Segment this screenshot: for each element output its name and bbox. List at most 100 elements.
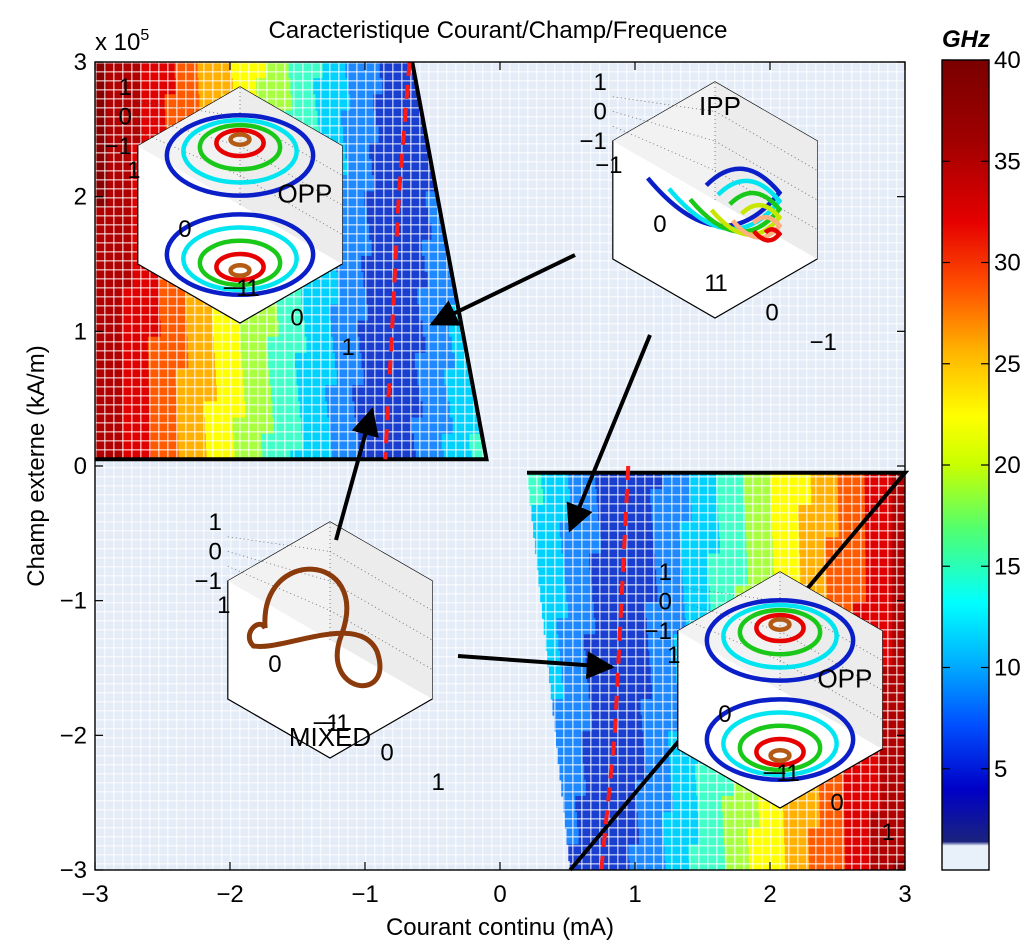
inset-trajectory (228, 132, 252, 147)
colorbar-tick-label: 20 (994, 452, 1021, 479)
magnetization-insets: 10−110−1−101OPP10−1−10110−1IPP10−110−1−1… (104, 69, 894, 846)
x-tick-label: 3 (898, 881, 911, 908)
y-tick-label: 0 (74, 453, 87, 480)
inset-y-tick-label: −1 (322, 710, 349, 737)
inset-trajectory (246, 566, 383, 689)
inset-y-tick-label: 0 (380, 740, 393, 767)
inset-z-tick-label: 0 (118, 104, 131, 131)
inset-y-tick-label: 1 (342, 334, 355, 361)
colorbar-tick-label: 30 (994, 250, 1021, 277)
inset-trajectory (709, 202, 783, 237)
inset-regime-label: OPP (817, 664, 872, 694)
x-tick-label: 1 (628, 881, 641, 908)
colorbar-label: GHz (942, 26, 990, 53)
y-tick-label: −1 (60, 588, 87, 615)
inset-x-tick-label: 1 (127, 157, 140, 184)
inset-trajectory (164, 112, 316, 198)
inset-grid-line (227, 551, 331, 582)
inset-x-tick-label: −1 (595, 152, 622, 179)
inset-z-tick-label: 0 (593, 99, 606, 126)
x-tick-label: −2 (216, 881, 243, 908)
inset-x-tick-label: 0 (268, 651, 281, 678)
inset-grid-line (677, 601, 781, 632)
inset-trajectory (704, 597, 856, 683)
y-multiplier-base: x 10 (95, 29, 140, 56)
x-tick-label: −3 (81, 881, 108, 908)
inset-trajectory (721, 710, 839, 778)
annotation-arrow (457, 651, 615, 680)
inset-trajectory (214, 127, 266, 159)
inset-y-tick-label: 0 (290, 305, 303, 332)
chart-title: Caracteristique Courant/Champ/Frequence (269, 17, 728, 44)
inset-trajectory (181, 225, 299, 293)
inset-trajectory (737, 607, 823, 657)
inset-trajectory (228, 263, 252, 278)
inset-trajectory (754, 736, 806, 768)
inset-x-tick-label: 0 (653, 211, 666, 238)
inset-trajectory (737, 723, 823, 773)
colorbar-tick-label: 10 (994, 655, 1021, 682)
x-tick-label: 2 (763, 881, 776, 908)
inset-y-tick-label: 1 (714, 270, 727, 297)
inset-trajectory (197, 122, 283, 172)
x-axis: −3 −2 −1 0 1 2 3 (81, 62, 912, 908)
y-tick-label: 1 (74, 318, 87, 345)
inset-x-tick-label: 1 (667, 642, 680, 669)
boundary-upper_left (95, 61, 489, 462)
inset-trajectory (754, 612, 806, 644)
x-tick-label: −1 (351, 881, 378, 908)
inset-trajectory (768, 748, 792, 763)
inset-z-tick-label: −1 (579, 128, 606, 155)
inset-z-tick-label: −1 (644, 618, 671, 645)
inset-x-tick-label: −1 (222, 275, 249, 302)
inset-x-tick-label: −1 (762, 760, 789, 787)
critical-current-lines (383, 61, 631, 871)
colorbar-tick-label: 35 (994, 148, 1021, 175)
inset-z-tick-label: −1 (104, 133, 131, 160)
inset-trajectory (730, 215, 783, 240)
inset-trajectory (214, 251, 266, 283)
colorbar-tick-label: 25 (994, 351, 1021, 378)
inset-back-pane (612, 82, 715, 200)
colorbar-ticks: 5 10 15 20 25 30 35 40 (942, 47, 1021, 783)
inset-regime-label: MIXED (289, 722, 371, 752)
y-multiplier-exponent: 5 (140, 27, 149, 44)
annotation-arrow (566, 334, 652, 533)
inset-trajectory (721, 602, 839, 670)
inset-z-tick-label: 1 (118, 74, 131, 101)
inset-z-tick-label: 1 (208, 509, 221, 536)
inset-regime-label: OPP (277, 179, 332, 209)
inset-y-tick-label: 1 (882, 819, 895, 846)
inset-grid-line (137, 116, 241, 147)
inset-z-tick-label: 1 (593, 69, 606, 96)
x-axis-label: Courant continu (mA) (386, 914, 614, 941)
inset-trajectory (768, 617, 792, 632)
inset-y-tick-label: 0 (765, 300, 778, 327)
inset-y-tick-label: −1 (232, 275, 259, 302)
inset-z-tick-label: 1 (658, 559, 671, 586)
inset-z-tick-label: −1 (194, 568, 221, 595)
inset-trajectory (197, 238, 283, 288)
inset-trajectory (704, 697, 856, 783)
annotation-arrow (429, 253, 576, 326)
y-multiplier: x 105 (95, 27, 149, 56)
inset-z-tick-label: 0 (208, 539, 221, 566)
colorbar-tick-label: 5 (994, 756, 1007, 783)
colorbar: GHz 5 10 15 20 25 30 35 40 (941, 26, 1021, 871)
inset-z-tick-label: 0 (658, 589, 671, 616)
inset-y-tick-label: −1 (772, 760, 799, 787)
inset-x-tick-label: 1 (217, 592, 230, 619)
y-axis-label: Champ externe (kA/m) (23, 345, 50, 586)
y-tick-label: 2 (74, 184, 87, 211)
inset-x-tick-label: −1 (312, 710, 339, 737)
colorbar-tick-label: 15 (994, 553, 1021, 580)
inset-regime-label: IPP (699, 91, 741, 121)
annotation-arrows (334, 253, 652, 680)
inset-grid-line (227, 565, 331, 611)
inset-grid-line (612, 125, 716, 171)
y-tick-label: −3 (60, 857, 87, 884)
